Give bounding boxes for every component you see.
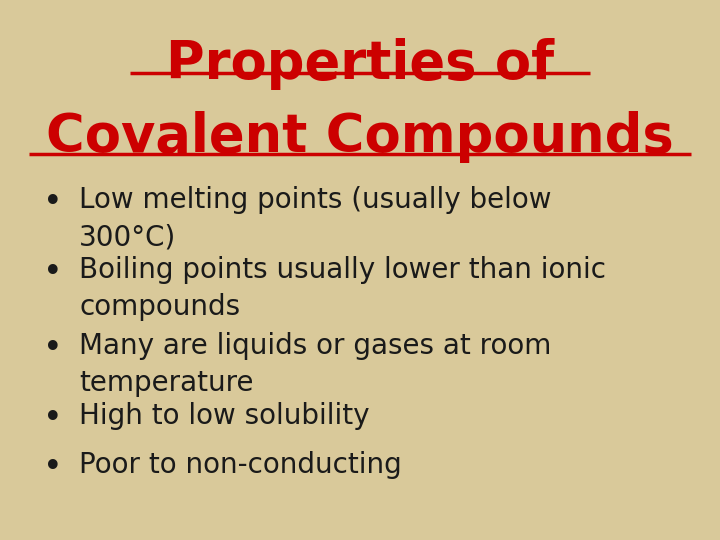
Text: •: • xyxy=(43,451,63,484)
Text: Properties of: Properties of xyxy=(166,38,554,90)
Text: Many are liquids or gases at room
temperature: Many are liquids or gases at room temper… xyxy=(79,332,552,397)
Text: Low melting points (usually below
300°C): Low melting points (usually below 300°C) xyxy=(79,186,552,251)
Text: Boiling points usually lower than ionic
compounds: Boiling points usually lower than ionic … xyxy=(79,256,606,321)
Text: •: • xyxy=(43,332,63,365)
Text: •: • xyxy=(43,256,63,289)
Text: Poor to non-conducting: Poor to non-conducting xyxy=(79,451,402,479)
Text: •: • xyxy=(43,186,63,219)
Text: •: • xyxy=(43,402,63,435)
Text: Covalent Compounds: Covalent Compounds xyxy=(46,111,674,163)
Text: High to low solubility: High to low solubility xyxy=(79,402,369,430)
